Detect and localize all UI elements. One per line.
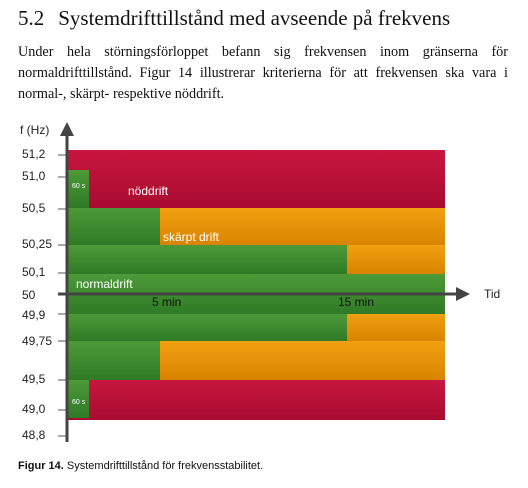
y-tick-label: 51,0: [22, 169, 46, 183]
y-tick-label: 50: [22, 288, 36, 302]
x-arrow: [456, 287, 470, 301]
diagram: f (Hz) Tid 51,2 51,0 50,5 50,25 50,1 50 49,9 49…: [20, 122, 500, 442]
y-axis-label: f (Hz): [20, 123, 49, 137]
y-tick-label: 51,2: [22, 147, 46, 161]
zone-red: [67, 150, 445, 208]
y-tick-label: 50,5: [22, 201, 46, 215]
x-axis-label: Tid: [484, 287, 500, 301]
y-arrow: [60, 122, 74, 136]
duration-label: 60 s: [72, 183, 86, 190]
duration-label: 60 s: [72, 399, 86, 406]
y-tick-label: 49,75: [22, 334, 52, 348]
caption-label: Figur 14.: [18, 460, 64, 472]
zone-orange: [347, 314, 445, 341]
caption-text: Systemdrifttillstånd för frekvensstabili…: [66, 460, 264, 472]
zone-orange: [347, 245, 445, 274]
paragraph: Under hela störningsförloppet befann sig…: [18, 44, 508, 102]
heading: 5.2 Systemdrifttillstånd med avseende på …: [18, 6, 464, 31]
y-tick-label: 50,25: [22, 237, 52, 251]
y-tick-label: 49,0: [22, 402, 46, 416]
heading-number: 5.2: [18, 6, 45, 30]
duration-box: [68, 380, 89, 418]
zone-label: normaldrift: [76, 277, 133, 291]
time-label: 15 min: [338, 295, 374, 309]
duration-box: [68, 170, 89, 208]
zone-orange: [160, 208, 445, 245]
zone-green: [67, 245, 347, 274]
y-tick-label: 50,1: [22, 265, 46, 279]
y-tick-label: 48,8: [22, 428, 46, 442]
zone-red: [67, 380, 445, 420]
zone-label: skärpt drift: [163, 230, 220, 244]
y-tick-label: 49,5: [22, 372, 46, 386]
zone-orange: [160, 341, 445, 380]
y-tick-label: 49,9: [22, 308, 46, 322]
zone-green: [67, 208, 160, 245]
zone-green: [67, 341, 160, 380]
zone-green: [67, 314, 347, 341]
zones: [67, 150, 445, 420]
heading-title: Systemdrifttillstånd med avseende på fre…: [58, 6, 451, 30]
time-label: 5 min: [152, 295, 181, 309]
y-tick-labels: 51,2 51,0 50,5 50,25 50,1 50 49,9 49,75 49,5 49,0…: [22, 147, 52, 442]
zone-label: nöddrift: [128, 184, 169, 198]
caption: Figur 14. Systemdrifttillstånd för frekv…: [18, 460, 263, 472]
